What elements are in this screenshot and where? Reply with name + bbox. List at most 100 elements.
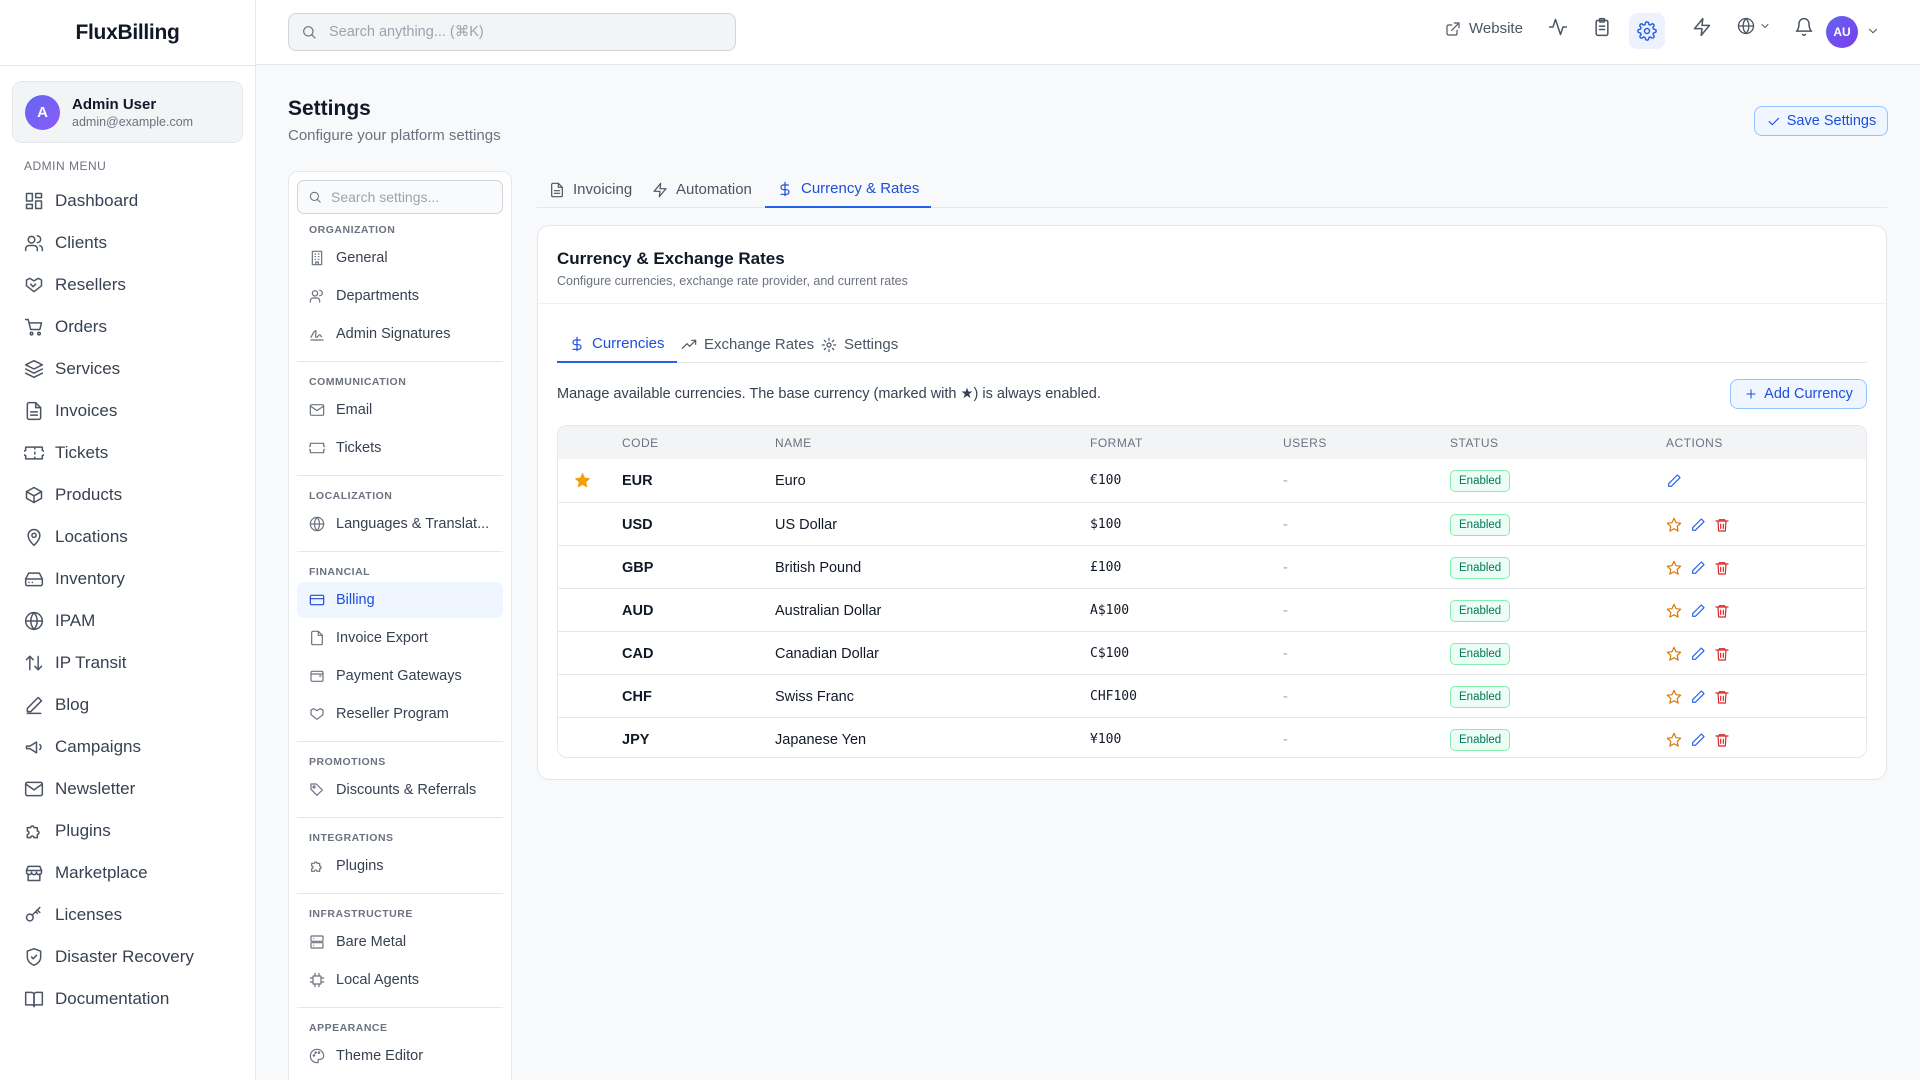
settings-item-reseller-program[interactable]: Reseller Program	[297, 696, 503, 732]
settings-item-email[interactable]: Email	[297, 392, 503, 428]
sidebar-item-services[interactable]: Services	[12, 348, 244, 390]
tag-icon	[310, 783, 323, 796]
sidebar-item-locations[interactable]: Locations	[12, 516, 244, 558]
global-search-input[interactable]: Search anything... (⌘K)	[288, 13, 736, 51]
user-avatar-menu[interactable]: AU	[1826, 16, 1858, 48]
edit-button[interactable]	[1690, 560, 1714, 576]
sidebar-item-ip-transit[interactable]: IP Transit	[12, 642, 244, 684]
sidebar-item-plugins[interactable]: Plugins	[12, 810, 244, 852]
sidebar-item-ipam[interactable]: IPAM	[12, 600, 244, 642]
settings-item-theme-editor[interactable]: Theme Editor	[297, 1038, 503, 1074]
cell-format: C$100	[1090, 646, 1130, 661]
external-link-icon	[1446, 21, 1460, 36]
pencil-icon	[1692, 603, 1705, 617]
sidebar-item-products[interactable]: Products	[12, 474, 244, 516]
edit-button[interactable]	[1690, 603, 1714, 619]
sidebar-item-blog[interactable]: Blog	[12, 684, 244, 726]
sidebar-item-label: Newsletter	[55, 779, 136, 798]
settings-search-input[interactable]: Search settings...	[297, 180, 503, 214]
tab-currency-rates[interactable]: Currency & Rates	[765, 171, 932, 208]
settings-item-admin-signatures[interactable]: Admin Signatures	[297, 316, 503, 352]
quick-actions-button[interactable]	[1692, 17, 1712, 37]
sidebar-item-dashboard[interactable]: Dashboard	[12, 180, 244, 222]
website-link[interactable]: Website	[1445, 20, 1523, 37]
user-menu-chevron[interactable]	[1866, 24, 1880, 38]
settings-item-plugins[interactable]: Plugins	[297, 848, 503, 884]
clipboard-button[interactable]	[1592, 17, 1612, 37]
brand-logo[interactable]: FluxBilling	[0, 0, 255, 66]
sidebar-item-invoices[interactable]: Invoices	[12, 390, 244, 432]
set-base-button[interactable]	[1666, 560, 1690, 576]
sidebar-item-campaigns[interactable]: Campaigns	[12, 726, 244, 768]
sidebar-item-resellers[interactable]: Resellers	[12, 264, 244, 306]
sidebar-item-label: Products	[55, 485, 123, 504]
tab-exchange-rates[interactable]: Exchange Rates	[669, 326, 826, 363]
delete-button[interactable]	[1714, 646, 1738, 662]
settings-item-general[interactable]: General	[297, 240, 503, 276]
activity-button[interactable]	[1548, 17, 1568, 37]
settings-item-languages[interactable]: Languages & Translat...	[297, 506, 503, 542]
sidebar-item-orders[interactable]: Orders	[12, 306, 244, 348]
set-base-button[interactable]	[1666, 603, 1690, 619]
edit-button[interactable]	[1690, 689, 1714, 705]
add-currency-button[interactable]: Add Currency	[1730, 379, 1867, 409]
sidebar-item-documentation[interactable]: Documentation	[12, 978, 244, 1020]
puzzle-icon	[311, 861, 322, 872]
settings-item-payment-gateways[interactable]: Payment Gateways	[297, 658, 503, 694]
delete-button[interactable]	[1714, 517, 1738, 533]
table-row: CAD Canadian Dollar C$100 - Enabled	[558, 631, 1866, 674]
user-card[interactable]: A Admin User admin@example.com	[12, 81, 243, 143]
edit-button[interactable]	[1690, 517, 1714, 533]
settings-item-tickets[interactable]: Tickets	[297, 430, 503, 466]
set-base-button[interactable]	[1666, 646, 1690, 662]
settings-item-label: Email	[336, 402, 373, 418]
save-settings-button[interactable]: Save Settings	[1754, 106, 1888, 136]
edit-button[interactable]	[1666, 473, 1690, 489]
sidebar-item-disaster-recovery[interactable]: Disaster Recovery	[12, 936, 244, 978]
sidebar-item-licenses[interactable]: Licenses	[12, 894, 244, 936]
search-icon	[303, 26, 316, 39]
tab-settings[interactable]: Settings	[809, 326, 910, 363]
settings-button[interactable]	[1629, 13, 1665, 49]
users-icon	[309, 289, 323, 303]
delete-button[interactable]	[1714, 603, 1738, 619]
edit-button[interactable]	[1690, 646, 1714, 662]
settings-item-billing[interactable]: Billing	[297, 582, 503, 618]
sidebar-item-clients[interactable]: Clients	[12, 222, 244, 264]
table-row: GBP British Pound £100 - Enabled	[558, 545, 1866, 588]
currency-card: Currency & Exchange Rates Configure curr…	[537, 225, 1887, 780]
delete-button[interactable]	[1714, 732, 1738, 748]
settings-item-local-agents[interactable]: Local Agents	[297, 962, 503, 998]
settings-item-label: Theme Editor	[336, 1048, 424, 1064]
cell-users: -	[1283, 602, 1288, 619]
set-base-button[interactable]	[1666, 517, 1690, 533]
delete-button[interactable]	[1714, 689, 1738, 705]
language-selector[interactable]	[1737, 17, 1771, 35]
trash-icon	[1715, 733, 1729, 747]
megaphone-icon	[25, 741, 42, 754]
trash-icon	[1715, 518, 1729, 532]
tab-currencies[interactable]: Currencies	[557, 326, 677, 363]
settings-item-label: Payment Gateways	[336, 668, 462, 684]
cell-name: Canadian Dollar	[775, 645, 879, 662]
settings-search-placeholder: Search settings...	[331, 189, 440, 205]
set-base-button[interactable]	[1666, 732, 1690, 748]
set-base-button[interactable]	[1666, 689, 1690, 705]
delete-button[interactable]	[1714, 560, 1738, 576]
sidebar-item-tickets[interactable]: Tickets	[12, 432, 244, 474]
sidebar-item-marketplace[interactable]: Marketplace	[12, 852, 244, 894]
tab-automation[interactable]: Automation	[640, 171, 764, 208]
settings-item-departments[interactable]: Departments	[297, 278, 503, 314]
settings-item-bare-metal[interactable]: Bare Metal	[297, 924, 503, 960]
mail-icon	[24, 781, 44, 797]
edit-button[interactable]	[1690, 732, 1714, 748]
settings-item-discounts[interactable]: Discounts & Referrals	[297, 772, 503, 808]
sidebar-item-inventory[interactable]: Inventory	[12, 558, 244, 600]
sidebar-item-newsletter[interactable]: Newsletter	[12, 768, 244, 810]
cell-code: EUR	[622, 472, 653, 489]
cell-name: US Dollar	[775, 516, 838, 533]
tab-invoicing[interactable]: Invoicing	[537, 171, 644, 208]
cell-code: GBP	[622, 559, 654, 576]
notifications-button[interactable]	[1794, 17, 1814, 37]
settings-item-invoice-export[interactable]: Invoice Export	[297, 620, 503, 656]
